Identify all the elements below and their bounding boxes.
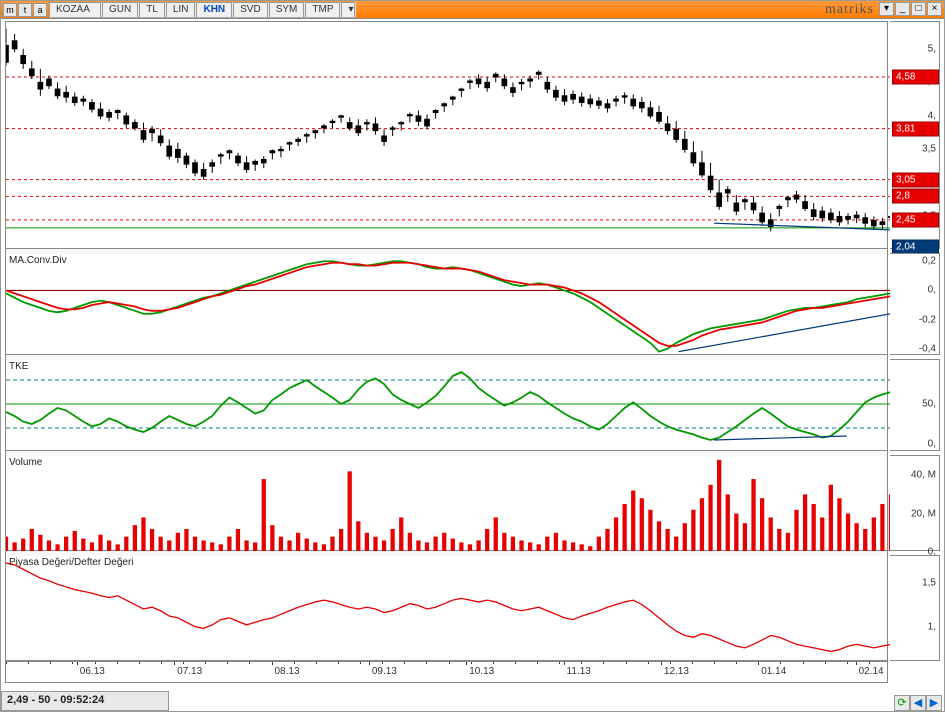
icon-t[interactable]: t — [18, 3, 32, 17]
window-controls: ▾ _ □ × — [879, 2, 942, 16]
macd-chart[interactable]: MA.Conv.Div — [5, 253, 888, 355]
tab-tl[interactable]: TL — [139, 2, 165, 17]
status-bar: 2,49 - 50 - 09:52:24 — [1, 691, 169, 711]
pd-chart[interactable]: Piyasa Değeri/Defter Değeri — [5, 555, 888, 661]
tab-tmp[interactable]: TMP — [305, 2, 340, 17]
icon-a[interactable]: a — [33, 3, 47, 17]
volume-chart-yaxis: 40, M20, M0, — [890, 455, 940, 551]
close-icon[interactable]: × — [927, 2, 942, 16]
minimize-icon[interactable]: _ — [895, 2, 910, 16]
next-icon[interactable]: ▶ — [926, 695, 942, 711]
x-axis: 06.1307.1308.1309.1310.1311.1312.1301.14… — [5, 661, 888, 683]
toolbar-small-icons: m t a — [1, 3, 49, 17]
price-chart-yaxis: 5,4,54,3,53,2,54,583,813,052,82,492,452,… — [890, 21, 940, 249]
tab-dropdown-icon[interactable]: ▾ — [341, 2, 355, 17]
titlebar: m t a KOZAAGUNTLLINKHNSVDSYMTMP▾ matriks… — [1, 1, 944, 19]
tab-kozaa[interactable]: KOZAA — [49, 2, 101, 17]
tab-lin[interactable]: LIN — [166, 2, 196, 17]
tke-chart-yaxis: 50,0, — [890, 359, 940, 451]
macd-chart-yaxis: 0,20,-0,2-0,4 — [890, 253, 940, 355]
tab-bar: KOZAAGUNTLLINKHNSVDSYMTMP▾ — [49, 2, 356, 18]
pd-chart-yaxis: 1,51, — [890, 555, 940, 661]
maximize-icon[interactable]: □ — [911, 2, 926, 16]
price-chart[interactable] — [5, 21, 888, 249]
tab-sym[interactable]: SYM — [269, 2, 305, 17]
tab-svd[interactable]: SVD — [233, 2, 268, 17]
chart-area: 5,4,54,3,53,2,54,583,813,052,82,492,452,… — [5, 21, 940, 683]
navigation-buttons: ⟳ ◀ ▶ — [894, 695, 942, 711]
refresh-icon[interactable]: ⟳ — [894, 695, 910, 711]
tke-chart[interactable]: TKE — [5, 359, 888, 451]
tab-gun[interactable]: GUN — [102, 2, 138, 17]
tab-khn[interactable]: KHN — [196, 2, 232, 17]
prev-icon[interactable]: ◀ — [910, 695, 926, 711]
volume-chart[interactable]: Volume — [5, 455, 888, 551]
brand-logo: matriks — [825, 2, 874, 18]
icon-m[interactable]: m — [3, 3, 17, 17]
dropdown-icon[interactable]: ▾ — [879, 2, 894, 16]
